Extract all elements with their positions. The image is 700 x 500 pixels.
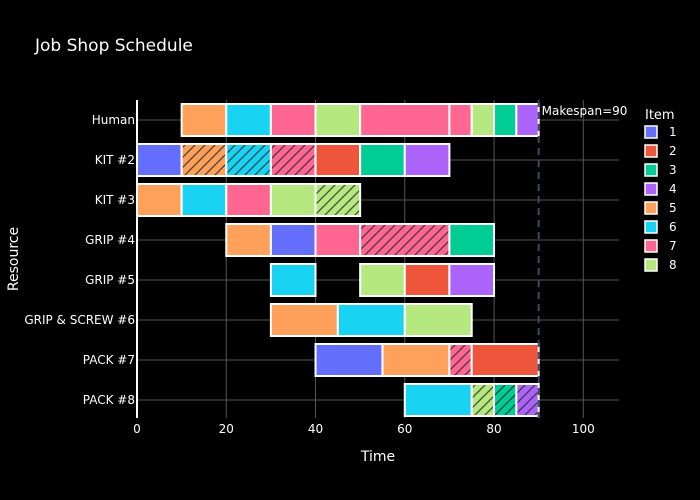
legend-label: 8 [669, 258, 677, 272]
task-bar [180, 103, 228, 137]
task-bar [470, 103, 496, 137]
task-bar [314, 143, 362, 177]
y-tick-label: KIT #3 [95, 193, 135, 207]
task-bar [448, 223, 496, 257]
task-bar [269, 303, 339, 337]
task-bar [403, 303, 473, 337]
legend-label: 3 [669, 163, 677, 177]
task-bar [225, 143, 272, 177]
task-bars [136, 103, 540, 417]
legend-label: 1 [669, 125, 677, 139]
y-tick-label: GRIP #4 [85, 233, 135, 247]
legend-label: 7 [669, 239, 677, 253]
y-tick-label: PACK #7 [83, 353, 135, 367]
task-bar [180, 183, 228, 217]
task-bar [470, 343, 540, 377]
task-bar [493, 103, 518, 137]
task-bar [515, 103, 540, 137]
legend-title: Item [645, 108, 675, 123]
task-bar [359, 263, 406, 297]
axes: 0 20 40 60 80 100 Human KIT #2 KIT #3 GRIP #4 GRIP… [24, 100, 595, 436]
task-bar [448, 343, 473, 377]
task-bar [381, 343, 451, 377]
task-bar [136, 183, 183, 217]
task-bar [314, 183, 362, 217]
makespan-annotation: Makespan=90 [537, 100, 628, 418]
task-bar [359, 103, 451, 137]
task-bar [269, 223, 317, 257]
y-tick-label: PACK #8 [83, 393, 135, 407]
task-bar [269, 143, 317, 177]
task-bar [403, 383, 473, 417]
task-bar [269, 103, 317, 137]
task-bar [136, 143, 183, 177]
x-axis-title: Time [360, 449, 395, 465]
x-tick-label: 40 [308, 422, 323, 436]
makespan-label: Makespan=90 [542, 104, 628, 118]
legend-label: 2 [669, 144, 677, 158]
legend-swatch [644, 258, 658, 272]
task-bar [359, 223, 451, 257]
x-tick-label: 60 [397, 422, 412, 436]
legend-swatch [644, 163, 658, 177]
x-tick-label: 80 [486, 422, 501, 436]
chart-title: Job Shop Schedule [34, 36, 193, 56]
task-bar [225, 183, 272, 217]
legend-swatch [644, 239, 658, 253]
task-bar [359, 143, 406, 177]
task-bar [336, 303, 406, 337]
y-tick-label: Human [92, 113, 135, 127]
task-bar [448, 103, 473, 137]
task-bar [470, 383, 496, 417]
task-bar [314, 343, 384, 377]
task-bar [314, 103, 362, 137]
task-bar [493, 383, 518, 417]
legend: Item 1 2 3 4 5 6 7 8 [644, 108, 677, 272]
x-tick-label: 100 [572, 422, 595, 436]
task-bar [314, 223, 362, 257]
task-bar [225, 223, 272, 257]
task-bar [225, 103, 272, 137]
legend-label: 5 [669, 201, 677, 215]
y-axis-title: Resource [6, 227, 22, 291]
legend-swatch [644, 201, 658, 215]
task-bar [403, 143, 451, 177]
task-bar [515, 383, 540, 417]
y-tick-label: GRIP & SCREW #6 [24, 313, 135, 327]
legend-label: 6 [669, 220, 677, 234]
task-bar [180, 143, 228, 177]
legend-label: 4 [669, 182, 677, 196]
x-tick-label: 0 [133, 422, 141, 436]
y-tick-label: GRIP #5 [85, 273, 135, 287]
legend-swatch [644, 125, 658, 139]
task-bar [403, 263, 451, 297]
task-bar [269, 263, 317, 297]
task-bar [448, 263, 496, 297]
legend-swatch [644, 182, 658, 196]
task-bar [269, 183, 317, 217]
y-tick-label: KIT #2 [95, 153, 135, 167]
legend-swatch [644, 144, 658, 158]
x-tick-label: 20 [219, 422, 234, 436]
legend-swatch [644, 220, 658, 234]
